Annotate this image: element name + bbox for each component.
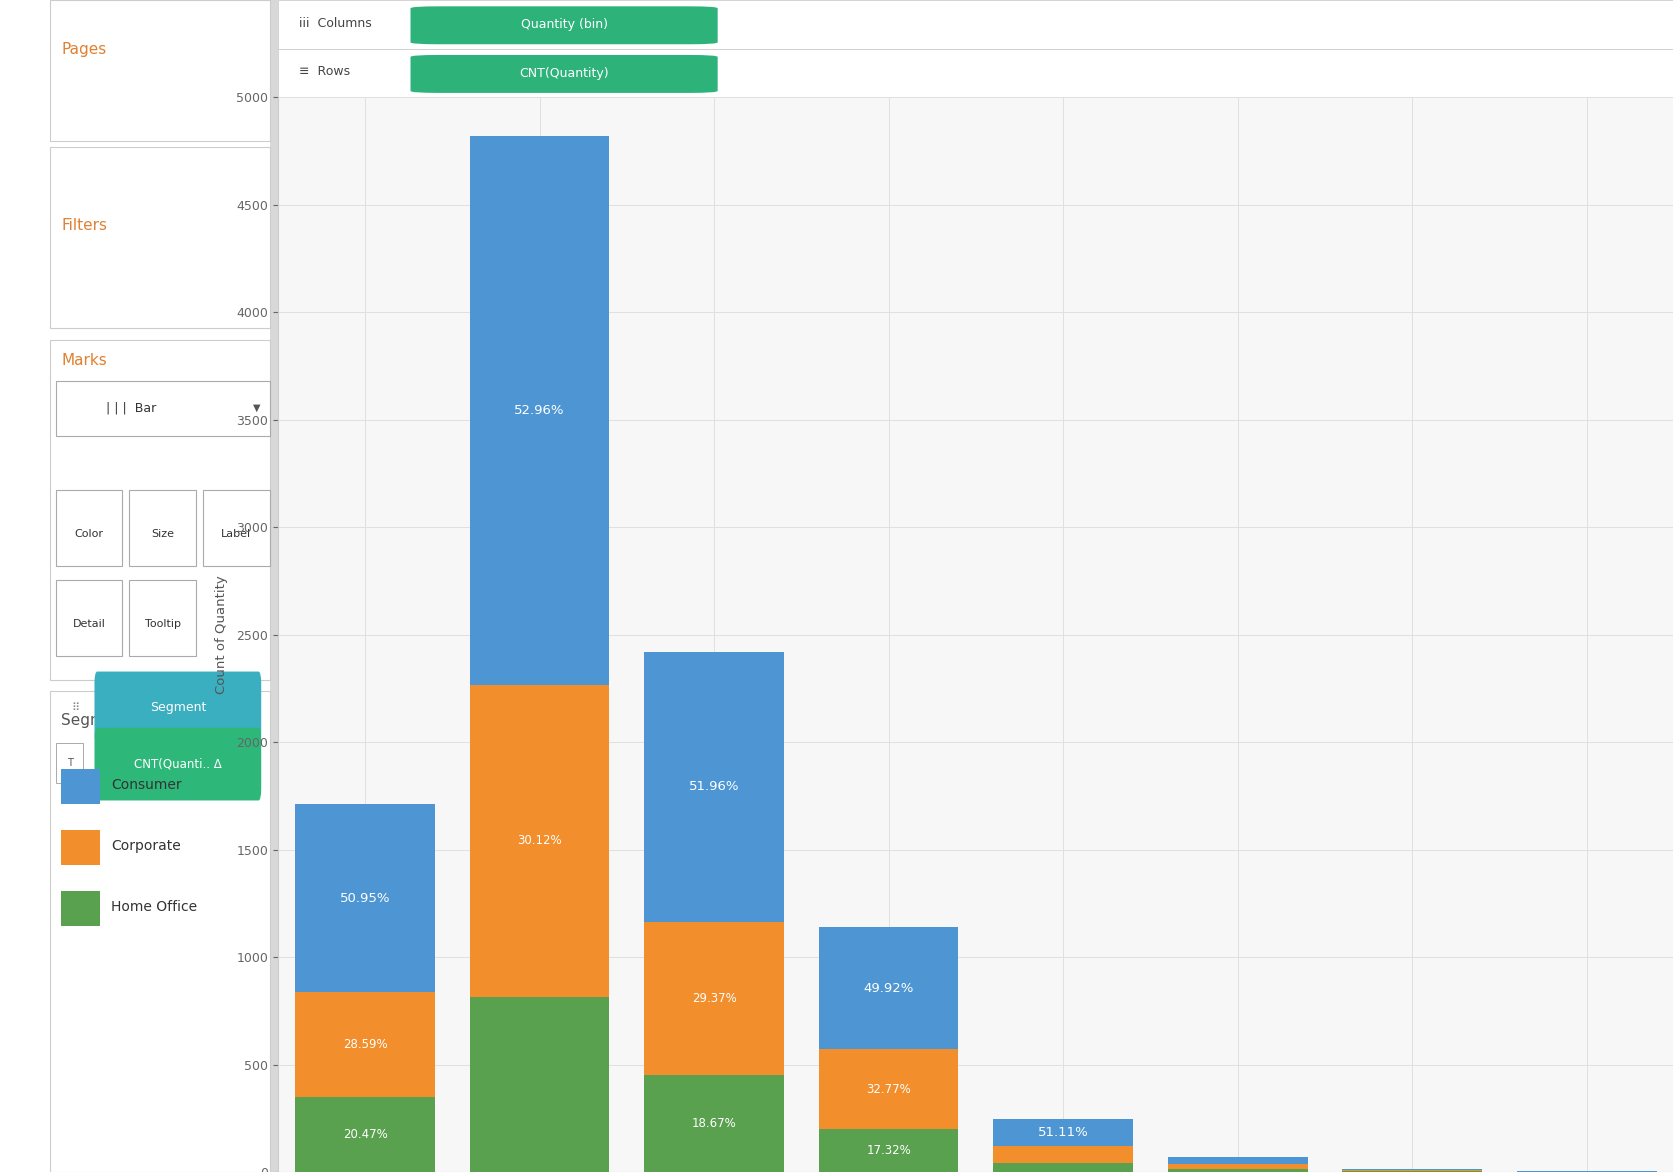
- Text: 29.37%: 29.37%: [691, 992, 736, 1004]
- Bar: [470, 996, 609, 1172]
- Text: Quantity (bin): Quantity (bin): [520, 19, 607, 32]
- Text: Segment: Segment: [149, 701, 206, 715]
- FancyBboxPatch shape: [410, 55, 718, 93]
- FancyBboxPatch shape: [55, 490, 122, 566]
- Text: Tooltip: Tooltip: [144, 619, 181, 629]
- Text: | | |  Bar: | | | Bar: [105, 401, 156, 415]
- Text: 18.67%: 18.67%: [691, 1117, 736, 1130]
- Bar: [818, 1049, 959, 1130]
- Text: 49.92%: 49.92%: [863, 982, 913, 995]
- Text: Pages: Pages: [62, 42, 107, 56]
- Bar: [1168, 1157, 1307, 1164]
- FancyBboxPatch shape: [94, 728, 261, 800]
- Bar: [1168, 1164, 1307, 1170]
- Text: CNT(Quanti.. Δ: CNT(Quanti.. Δ: [134, 757, 221, 771]
- Bar: [278, 48, 1673, 97]
- Text: 32.77%: 32.77%: [867, 1083, 910, 1096]
- Text: Consumer: Consumer: [110, 778, 182, 792]
- Bar: [992, 1119, 1133, 1146]
- Bar: [294, 1097, 435, 1172]
- Text: CNT(Quantity): CNT(Quantity): [519, 67, 609, 80]
- Bar: [269, 0, 278, 1172]
- Text: Detail: Detail: [72, 619, 105, 629]
- Text: iii  Columns: iii Columns: [299, 16, 371, 29]
- Bar: [62, 891, 100, 926]
- Bar: [992, 1164, 1133, 1172]
- Bar: [470, 684, 609, 996]
- Bar: [1168, 1170, 1307, 1172]
- Text: ⠿: ⠿: [70, 703, 79, 713]
- Text: Home Office: Home Office: [110, 900, 197, 914]
- Bar: [278, 0, 1673, 48]
- Text: T: T: [67, 758, 72, 768]
- Bar: [1342, 1168, 1481, 1171]
- Bar: [644, 1075, 783, 1172]
- Text: ▼: ▼: [253, 403, 261, 413]
- Y-axis label: Count of Quantity: Count of Quantity: [214, 575, 228, 694]
- Bar: [50, 0, 269, 141]
- Text: Color: Color: [74, 529, 104, 539]
- Text: Size: Size: [151, 529, 174, 539]
- Bar: [818, 927, 959, 1049]
- Bar: [62, 830, 100, 865]
- Text: ≡  Rows: ≡ Rows: [299, 66, 350, 79]
- Text: 17.32%: 17.32%: [867, 1144, 910, 1157]
- Text: Segment: Segment: [62, 713, 130, 728]
- Text: Corporate: Corporate: [110, 839, 181, 853]
- FancyBboxPatch shape: [202, 490, 269, 566]
- Bar: [62, 769, 100, 804]
- FancyBboxPatch shape: [410, 6, 718, 45]
- Text: 51.11%: 51.11%: [1037, 1126, 1087, 1139]
- FancyBboxPatch shape: [55, 580, 122, 656]
- Bar: [470, 136, 609, 684]
- Bar: [294, 804, 435, 992]
- Text: Label: Label: [221, 529, 251, 539]
- Text: 50.95%: 50.95%: [340, 892, 390, 905]
- Bar: [992, 1146, 1133, 1164]
- Text: 20.47%: 20.47%: [343, 1127, 386, 1140]
- Bar: [818, 1130, 959, 1172]
- Text: 51.96%: 51.96%: [689, 781, 739, 793]
- Bar: [644, 922, 783, 1075]
- Bar: [50, 691, 269, 1172]
- Text: Marks: Marks: [62, 354, 107, 368]
- Bar: [50, 340, 269, 680]
- FancyBboxPatch shape: [129, 490, 196, 566]
- Bar: [0, 0, 50, 1172]
- Text: Filters: Filters: [62, 218, 107, 232]
- Text: 28.59%: 28.59%: [343, 1037, 386, 1051]
- FancyBboxPatch shape: [129, 580, 196, 656]
- FancyBboxPatch shape: [55, 381, 269, 436]
- Bar: [50, 146, 269, 328]
- Bar: [294, 992, 435, 1097]
- Bar: [644, 652, 783, 922]
- Text: 52.96%: 52.96%: [514, 403, 564, 417]
- FancyBboxPatch shape: [94, 672, 261, 744]
- FancyBboxPatch shape: [55, 743, 84, 783]
- Text: 30.12%: 30.12%: [517, 834, 562, 847]
